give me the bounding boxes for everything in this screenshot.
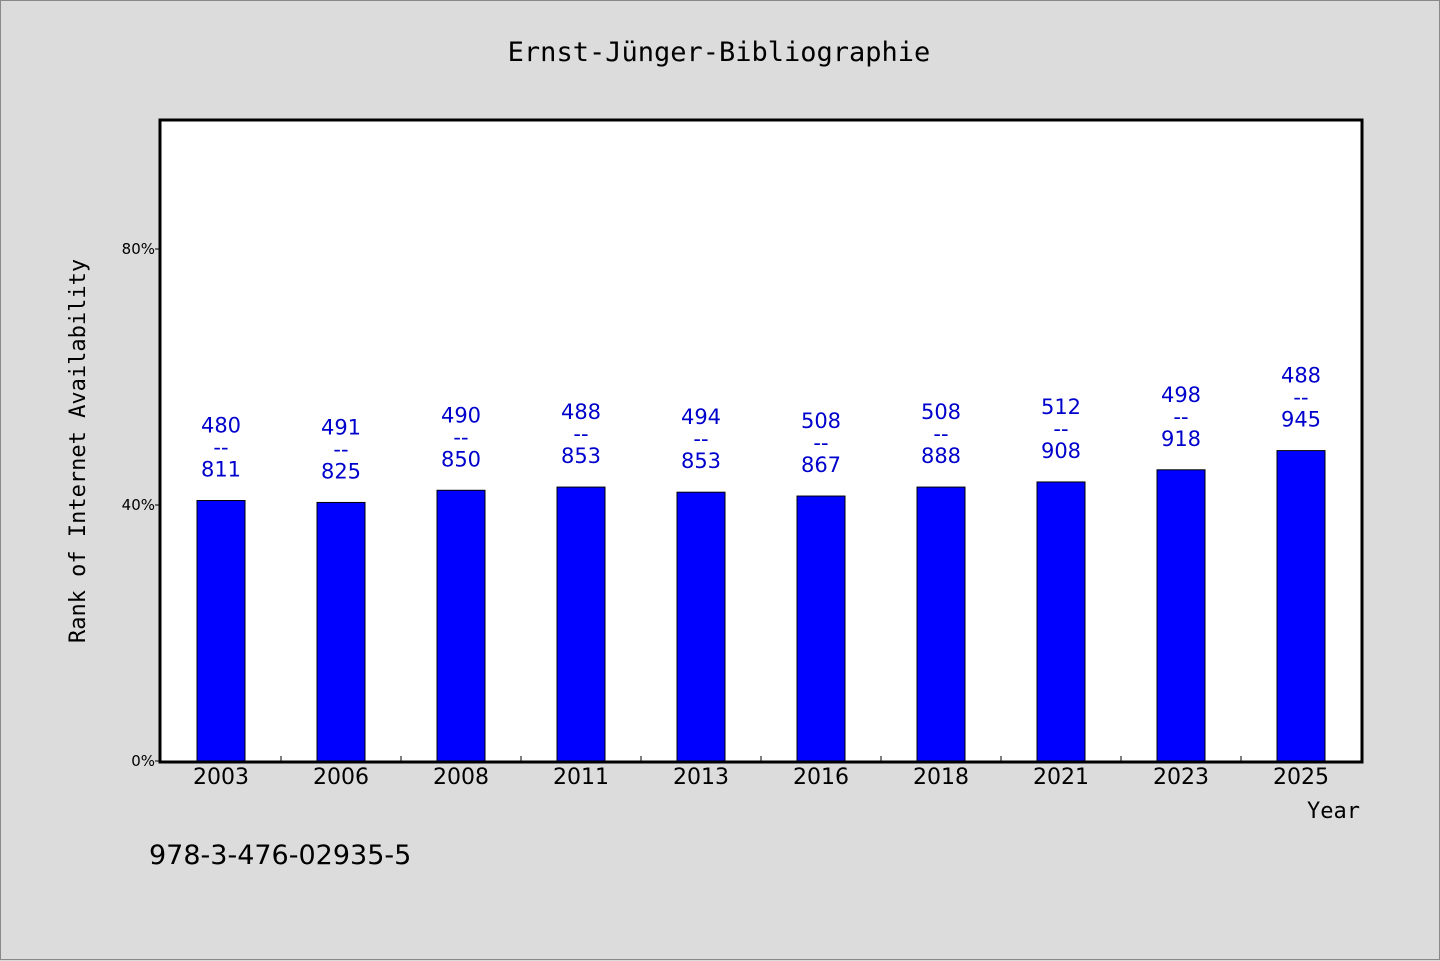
data-label-top-2016: 508 [801, 409, 841, 433]
y-tick-label-40: 40% [122, 496, 155, 514]
data-label-top-2008: 490 [441, 403, 481, 427]
data-labels-layer: 811--480825--491850--490853--488853--494… [201, 364, 1321, 484]
data-label-top-2011: 488 [561, 400, 601, 424]
y-axis: 0% 40% 80% [122, 240, 161, 770]
bar-2006 [316, 501, 366, 762]
bar-2003 [196, 500, 246, 762]
data-label-top-2025: 488 [1281, 364, 1321, 388]
x-tick-label-2025: 2025 [1273, 765, 1329, 790]
x-tick-label-2013: 2013 [673, 765, 729, 790]
x-tick-label-2016: 2016 [793, 765, 849, 790]
bar-2013 [676, 491, 726, 762]
data-label-top-2013: 494 [681, 405, 721, 429]
data-label-bottom-2025: 945 [1281, 408, 1321, 432]
data-label-separator-2011: -- [573, 422, 588, 446]
isbn-label: 978-3-476-02935-5 [149, 840, 411, 871]
data-label-bottom-2008: 850 [441, 447, 481, 471]
x-axis-title: Year [1307, 799, 1360, 824]
data-label-separator-2003: -- [213, 436, 228, 460]
x-tick-label-2003: 2003 [193, 765, 249, 790]
bar-2016 [796, 495, 846, 762]
data-label-separator-2021: -- [1053, 417, 1068, 441]
data-label-top-2003: 480 [201, 414, 241, 438]
data-label-bottom-2023: 918 [1161, 427, 1201, 451]
data-label-top-2021: 512 [1041, 395, 1081, 419]
data-label-separator-2025: -- [1293, 386, 1308, 410]
data-label-bottom-2011: 853 [561, 444, 601, 468]
bar-2021 [1036, 481, 1086, 762]
data-label-separator-2013: -- [693, 427, 708, 451]
data-label-bottom-2003: 811 [201, 458, 241, 482]
data-label-top-2023: 498 [1161, 383, 1201, 407]
x-tick-label-2006: 2006 [313, 765, 369, 790]
x-tick-label-2011: 2011 [553, 765, 609, 790]
y-tick-label-80: 80% [122, 240, 155, 258]
bar-2008 [436, 489, 486, 762]
data-label-bottom-2018: 888 [921, 444, 961, 468]
data-label-separator-2023: -- [1173, 405, 1188, 429]
data-label-separator-2016: -- [813, 431, 828, 455]
data-label-separator-2008: -- [453, 425, 468, 449]
data-label-separator-2018: -- [933, 422, 948, 446]
bar-2025 [1276, 450, 1326, 762]
data-label-top-2006: 491 [321, 415, 361, 439]
bar-2018 [916, 486, 966, 762]
x-tick-label-2021: 2021 [1033, 765, 1089, 790]
data-label-bottom-2021: 908 [1041, 439, 1081, 463]
x-tick-label-2023: 2023 [1153, 765, 1209, 790]
bar-2023 [1156, 469, 1206, 762]
x-tick-label-2008: 2008 [433, 765, 489, 790]
data-label-separator-2006: -- [333, 437, 348, 461]
data-label-bottom-2006: 825 [321, 459, 361, 483]
bars-layer [196, 450, 1326, 762]
data-label-top-2018: 508 [921, 400, 961, 424]
x-tick-label-2018: 2018 [913, 765, 969, 790]
y-axis-title: Rank of Internet Availability [66, 259, 91, 643]
bar-2011 [556, 486, 606, 762]
x-axis: 2003 2006 2008 2011 2013 2016 2018 2021 2023 2025 [193, 756, 1329, 790]
chart-title: Ernst-Jünger-Bibliographie [508, 37, 931, 68]
data-label-bottom-2016: 867 [801, 453, 841, 477]
data-label-bottom-2013: 853 [681, 449, 721, 473]
y-tick-label-0: 0% [131, 752, 155, 770]
